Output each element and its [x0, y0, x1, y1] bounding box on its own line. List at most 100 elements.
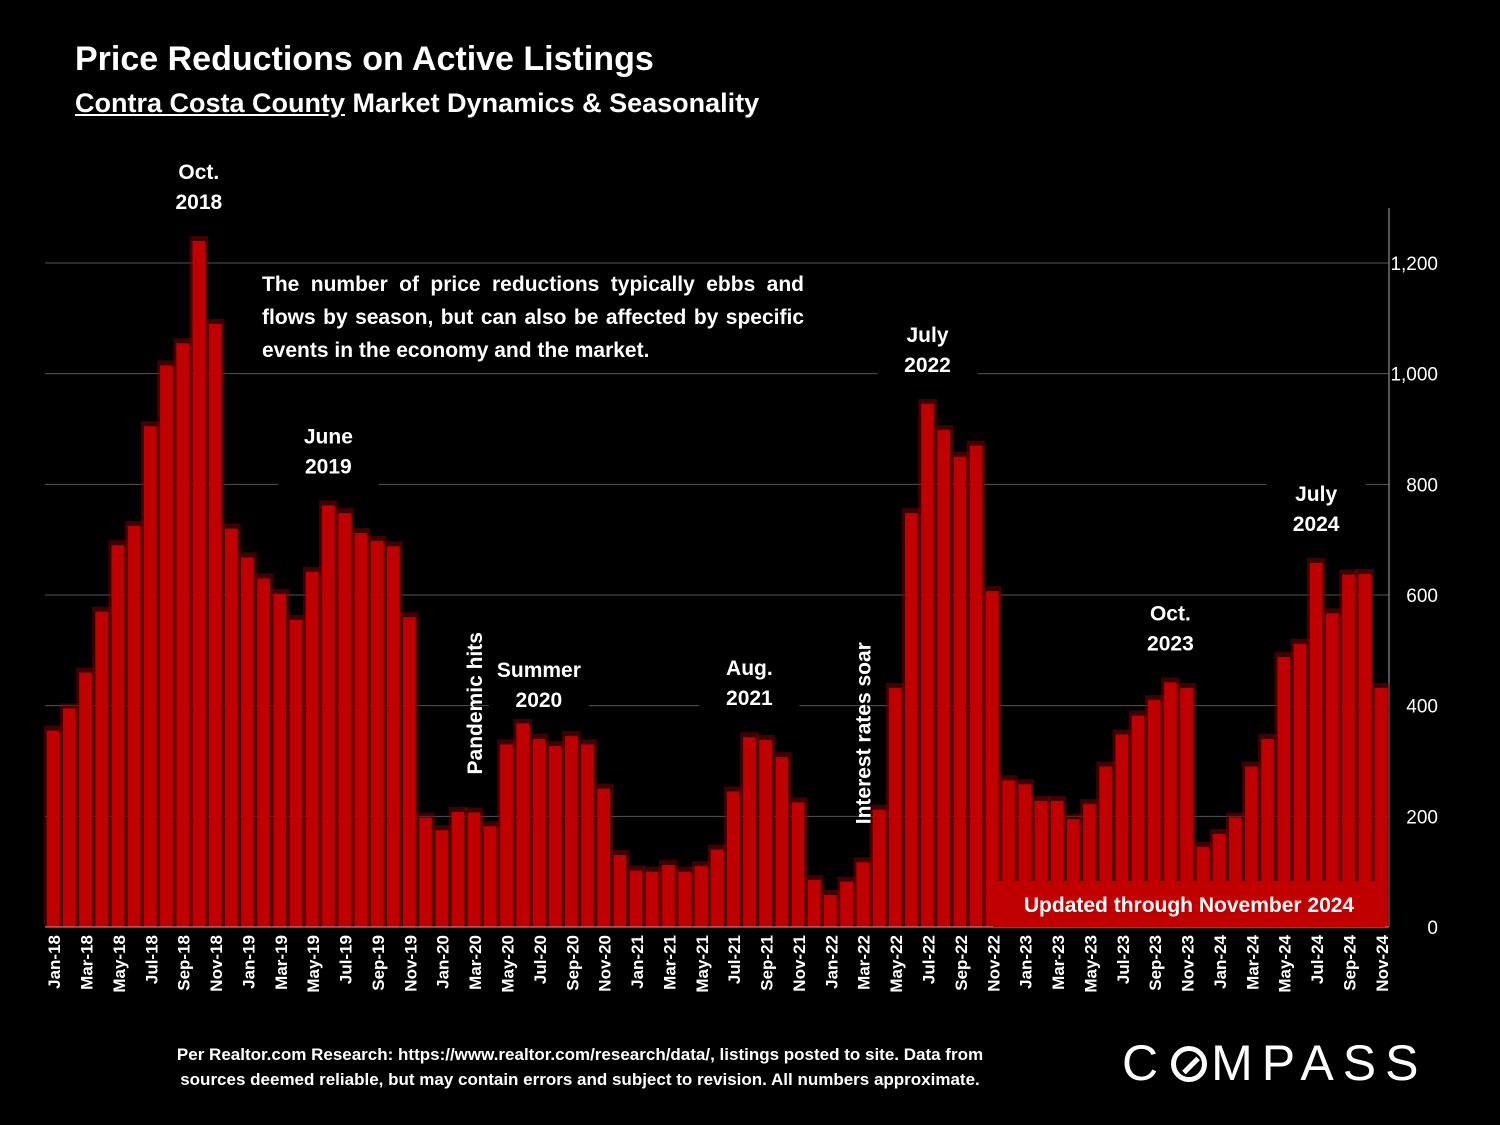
bar [386, 546, 400, 927]
bar [403, 617, 416, 927]
bar [1115, 734, 1129, 927]
annotation-label: 2022 [904, 354, 951, 377]
bar [1147, 700, 1161, 927]
annotation-label: Interest rates soar [853, 642, 876, 824]
subtitle-text: Market Dynamics & Seasonality [352, 88, 760, 118]
bar [678, 871, 691, 927]
bar [532, 738, 546, 927]
y-tick-label: 400 [1406, 697, 1438, 718]
bar [937, 430, 951, 927]
bar [451, 811, 465, 927]
x-tick-label: Sep-19 [369, 935, 388, 991]
bar [904, 513, 918, 927]
x-tick-label: Jul-24 [1308, 934, 1327, 984]
bar [257, 578, 270, 927]
bar [548, 746, 562, 927]
bar [872, 809, 886, 927]
chart-title: Price Reductions on Active Listings [75, 40, 654, 78]
y-tick-label: 1,200 [1390, 254, 1438, 275]
bar [516, 723, 530, 927]
x-tick-label: Nov-18 [207, 935, 226, 992]
x-tick-label: Sep-24 [1341, 934, 1360, 990]
bar [241, 557, 254, 927]
x-tick-label: Sep-23 [1146, 935, 1165, 991]
bar [46, 730, 60, 927]
annotation-label: July [906, 324, 948, 347]
bar [775, 757, 789, 927]
x-tick-label: Jan-23 [1017, 935, 1036, 989]
bar [192, 240, 206, 927]
annotation-label: Pandemic hits [464, 632, 487, 774]
y-tick-label: 1,000 [1390, 365, 1438, 386]
x-tick-label: Jan-18 [45, 935, 64, 989]
x-tick-label: Jul-18 [142, 935, 161, 984]
bar [289, 619, 303, 927]
x-tick-label: May-19 [304, 935, 323, 993]
bar [969, 445, 983, 927]
bar [273, 593, 287, 927]
bar [726, 791, 740, 927]
x-tick-label: Mar-23 [1049, 935, 1068, 990]
y-tick-label: 0 [1427, 918, 1438, 939]
x-tick-label: Mar-18 [77, 935, 96, 990]
x-tick-label: Nov-23 [1179, 935, 1198, 992]
bar [338, 513, 351, 927]
bar [564, 736, 578, 927]
x-tick-label: Jul-22 [920, 935, 939, 984]
x-tick-label: Jul-20 [531, 935, 550, 984]
bar [1309, 562, 1323, 927]
x-tick-label: May-24 [1276, 934, 1295, 992]
x-tick-label: May-18 [110, 935, 129, 993]
bar [581, 744, 594, 927]
bar [483, 826, 497, 927]
y-tick-label: 800 [1406, 475, 1438, 496]
bar [127, 525, 141, 927]
x-tick-label: Mar-19 [272, 935, 291, 990]
compass-logo: C MPASS [1122, 1034, 1427, 1092]
annotation-backdrop [278, 419, 379, 486]
bar [710, 849, 724, 927]
x-tick-label: Nov-22 [984, 935, 1003, 992]
annotation-backdrop [1266, 476, 1367, 543]
annotation-label: 2018 [175, 191, 222, 214]
bar [856, 862, 870, 927]
x-tick-label: Nov-24 [1373, 934, 1392, 991]
x-tick-label: Jul-21 [725, 935, 744, 984]
x-tick-label: Nov-19 [401, 935, 420, 992]
footnote-line-1: Per Realtor.com Research: https://www.re… [176, 1045, 984, 1064]
bar [305, 571, 319, 927]
bar [370, 540, 384, 927]
bar [467, 812, 481, 927]
logo-text-right: MPASS [1211, 1035, 1428, 1091]
annotation-label: Summer [497, 659, 581, 682]
x-tick-label: May-20 [498, 935, 517, 993]
bar [1277, 656, 1291, 927]
x-tick-label: Mar-20 [466, 935, 485, 990]
x-tick-label: Jan-22 [822, 935, 841, 989]
annotation-backdrop [699, 651, 800, 718]
bar [79, 672, 92, 927]
annotation-label: Aug. [726, 657, 773, 680]
x-tick-label: Jul-19 [337, 935, 356, 984]
annotation-label: Oct. [1150, 602, 1191, 625]
bar [888, 687, 902, 927]
annotation-label: 2021 [726, 687, 773, 710]
footnote-line-2: sources deemed reliable, but may contain… [180, 1070, 980, 1089]
bar [111, 545, 125, 927]
bar [500, 744, 513, 927]
annotation-label: 2020 [516, 689, 563, 712]
bar [435, 830, 449, 927]
annotation-backdrop [488, 652, 589, 719]
annotation-label: 2019 [305, 455, 352, 478]
bar [1293, 643, 1307, 927]
bar [62, 708, 76, 927]
annotation-backdrop [1120, 596, 1221, 663]
bar [613, 855, 627, 927]
bar [807, 879, 821, 927]
x-tick-label: Mar-22 [855, 935, 874, 990]
updated-badge [993, 881, 1385, 927]
bar [1180, 687, 1193, 927]
bar [840, 881, 853, 927]
x-tick-label: Sep-18 [175, 935, 194, 991]
bar [985, 591, 999, 927]
